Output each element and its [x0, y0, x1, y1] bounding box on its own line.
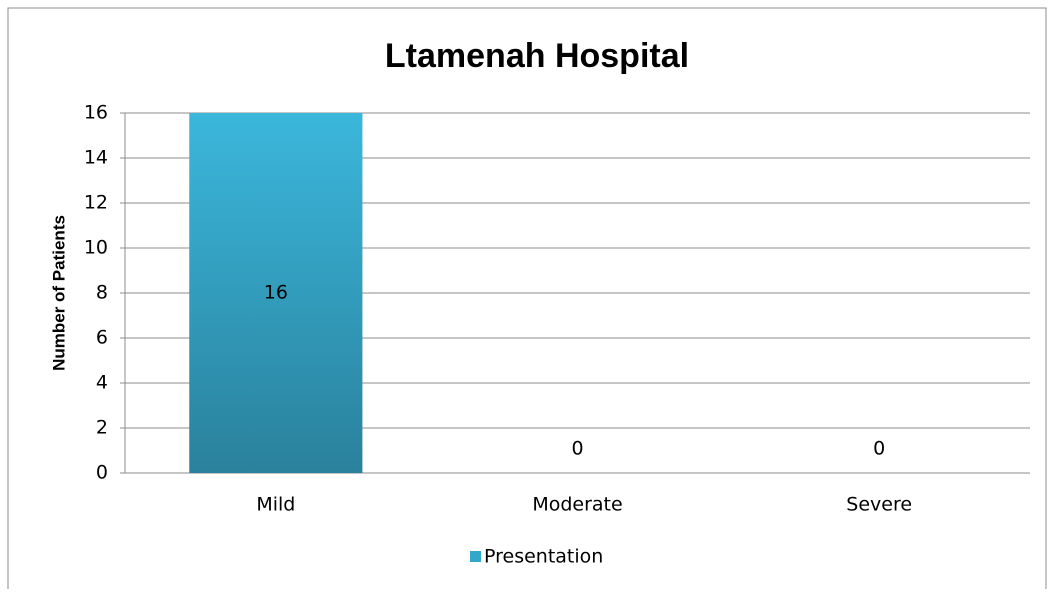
legend-label: Presentation: [484, 546, 603, 568]
y-tick-label: 16: [84, 102, 108, 124]
legend-swatch: [470, 551, 481, 562]
chart-frame: [7, 7, 1047, 594]
x-tick-label: Moderate: [532, 494, 622, 516]
data-label: 16: [264, 282, 288, 304]
chart-title: Ltamenah Hospital: [385, 37, 689, 75]
x-tick-label: Mild: [256, 494, 295, 516]
y-tick-label: 10: [84, 237, 108, 259]
y-tick-label: 6: [96, 327, 108, 349]
y-tick-label: 2: [96, 417, 108, 439]
x-tick-label: Severe: [846, 494, 912, 516]
bar: [189, 113, 363, 473]
y-axis-label: Number of Patients: [49, 215, 68, 371]
y-tick-label: 8: [96, 282, 108, 304]
y-tick-label: 14: [84, 147, 108, 169]
y-tick-label: 12: [84, 192, 108, 214]
data-label: 0: [571, 438, 583, 460]
data-label: 0: [873, 438, 885, 460]
y-tick-label: 0: [96, 462, 108, 484]
y-tick-label: 4: [96, 372, 108, 394]
